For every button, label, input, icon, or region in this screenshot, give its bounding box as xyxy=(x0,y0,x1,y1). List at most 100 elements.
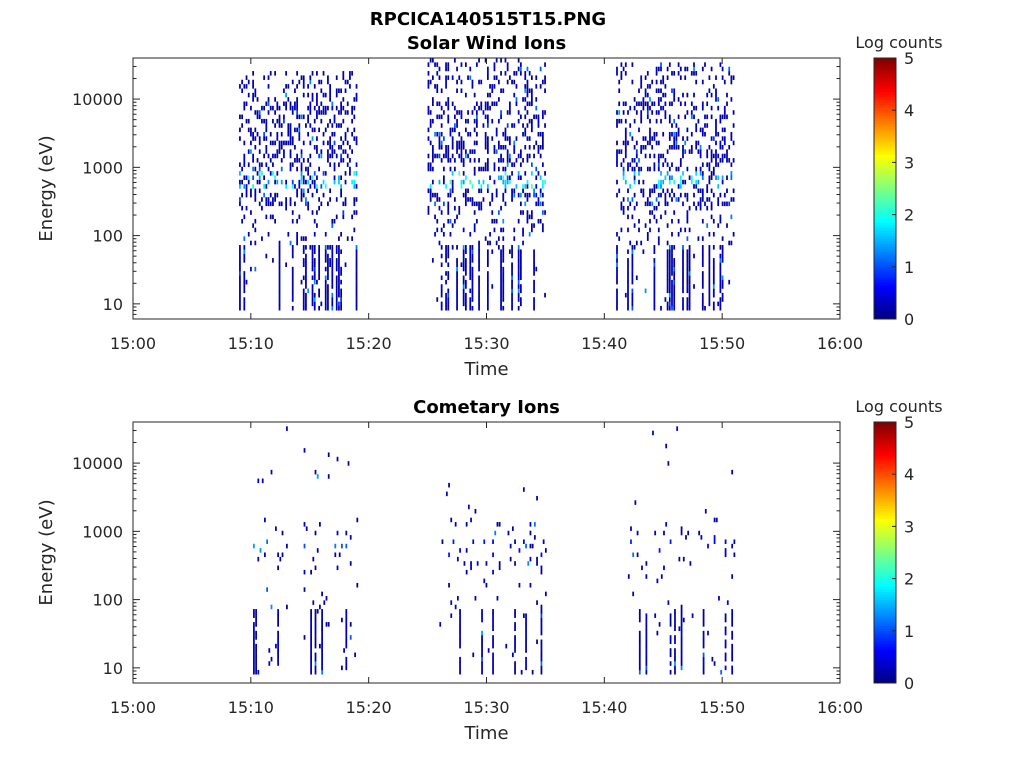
spectrogram-cell xyxy=(679,158,682,163)
spectrogram-cell xyxy=(459,630,461,636)
spectrogram-cell xyxy=(618,236,621,241)
spectrogram-cell xyxy=(314,661,317,666)
spectrogram-cell xyxy=(484,145,487,150)
spectrogram-cell xyxy=(287,131,290,137)
spectrogram-cell xyxy=(310,665,312,671)
spectrogram-cell xyxy=(263,75,266,80)
spectrogram-cell xyxy=(459,661,461,666)
spectrogram-cell xyxy=(710,92,713,98)
spectrogram-cell xyxy=(294,105,296,111)
spectrogram-cell xyxy=(721,75,724,80)
spectrogram-cell xyxy=(649,105,651,111)
spectrogram-cell xyxy=(640,79,643,85)
spectrogram-cell xyxy=(668,62,671,67)
spectrogram-cell xyxy=(640,145,643,150)
spectrogram-cell xyxy=(682,149,684,154)
spectrogram-cell xyxy=(462,162,465,167)
spectrogram-cell xyxy=(502,227,505,233)
spectrogram-cell xyxy=(353,105,356,111)
spectrogram-cell xyxy=(684,75,687,80)
spectrogram-cell xyxy=(296,166,299,172)
spectrogram-cell xyxy=(340,158,343,163)
spectrogram-cell xyxy=(491,136,494,141)
spectrogram-cell xyxy=(305,166,307,172)
spectrogram-cell xyxy=(456,88,458,93)
spectrogram-cell xyxy=(540,609,543,614)
spectrogram-cell xyxy=(671,262,673,267)
spectrogram-cell xyxy=(627,188,629,194)
spectrogram-cell xyxy=(535,175,538,180)
spectrogram-cell xyxy=(680,609,683,614)
colorbar-cell xyxy=(874,510,896,514)
spectrogram-cell xyxy=(269,140,272,146)
spectrogram-cell xyxy=(733,552,736,558)
spectrogram-cell xyxy=(519,192,522,198)
spectrogram-cell xyxy=(296,105,299,111)
spectrogram-cell xyxy=(540,643,543,649)
spectrogram-cell xyxy=(620,149,623,154)
spectrogram-cell xyxy=(537,201,540,207)
spectrogram-cell xyxy=(500,301,502,307)
spectrogram-cell xyxy=(688,249,691,254)
spectrogram-cell xyxy=(517,118,520,124)
spectrogram-cell xyxy=(528,192,531,198)
spectrogram-cell xyxy=(291,275,294,281)
spectrogram-cell xyxy=(533,188,535,194)
spectrogram-cell xyxy=(514,643,516,649)
colorbar-cell xyxy=(874,219,896,223)
spectrogram-cell xyxy=(673,131,676,137)
spectrogram-cell xyxy=(287,123,290,128)
spectrogram-cell xyxy=(307,288,310,294)
colorbar-cell xyxy=(874,99,896,103)
spectrogram-cell xyxy=(715,127,717,133)
spectrogram-cell xyxy=(331,149,334,154)
spectrogram-cell xyxy=(252,131,255,137)
spectrogram-cell xyxy=(622,210,625,215)
spectrogram-cell xyxy=(522,227,524,233)
spectrogram-cell xyxy=(305,284,307,289)
spectrogram-cell xyxy=(653,214,656,220)
spectrogram-cell xyxy=(669,617,672,623)
colorbar-cell xyxy=(874,643,896,647)
spectrogram-cell xyxy=(664,84,667,89)
spectrogram-cell xyxy=(530,88,533,93)
spectrogram-cell xyxy=(514,665,516,671)
spectrogram-cell xyxy=(324,266,327,272)
spectrogram-cell xyxy=(666,171,669,176)
spectrogram-cell xyxy=(533,153,535,159)
spectrogram-cell xyxy=(335,279,338,285)
spectrogram-cell xyxy=(517,258,520,263)
spectrogram-cell xyxy=(701,301,704,307)
colorbar-cell xyxy=(874,617,896,621)
spectrogram-cell xyxy=(638,639,641,645)
spectrogram-cell xyxy=(704,114,706,120)
spectrogram-cell xyxy=(476,561,479,566)
spectrogram-cell xyxy=(266,539,268,544)
spectrogram-cell xyxy=(243,271,246,276)
spectrogram-cell xyxy=(616,192,618,198)
spectrogram-cell xyxy=(462,266,465,272)
spectrogram-cell xyxy=(544,292,546,298)
spectrogram-cell xyxy=(464,175,467,180)
spectrogram-cell xyxy=(338,288,340,294)
spectrogram-cell xyxy=(728,201,731,207)
spectrogram-cell xyxy=(456,79,458,85)
spectrogram-cell xyxy=(255,652,257,658)
spectrogram-cell xyxy=(540,622,543,627)
spectrogram-cell xyxy=(338,245,340,250)
spectrogram-cell xyxy=(331,275,334,281)
colorbar-cell xyxy=(874,422,896,426)
spectrogram-cell xyxy=(329,188,332,194)
colorbar-cell xyxy=(874,518,896,522)
spectrogram-cell xyxy=(345,543,348,549)
spectrogram-cell xyxy=(302,79,305,85)
spectrogram-cell xyxy=(679,75,682,80)
colorbar-cell xyxy=(874,238,896,242)
spectrogram-cell xyxy=(447,218,450,224)
spectrogram-cell xyxy=(474,509,477,514)
colorbar-cell xyxy=(874,217,896,221)
spectrogram-cell xyxy=(529,582,532,588)
spectrogram-cell xyxy=(327,245,329,250)
spectrogram-cell xyxy=(519,162,522,167)
spectrogram-cell xyxy=(522,210,524,215)
